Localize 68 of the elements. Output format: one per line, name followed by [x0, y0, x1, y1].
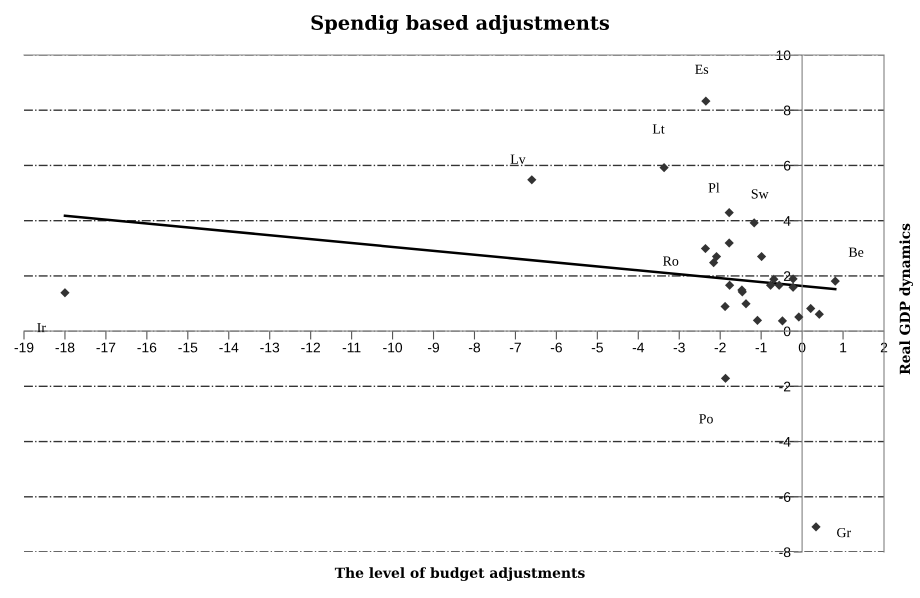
- y-tick-label: 4: [784, 216, 791, 226]
- annotation: Sw: [752, 189, 769, 199]
- point: [778, 316, 788, 326]
- x-tick-label: -1: [756, 342, 767, 352]
- x-tick-label: -13: [260, 342, 280, 352]
- point: [756, 252, 766, 262]
- x-tick-label: -5: [592, 342, 603, 352]
- chart-title: Spendig based adjustments: [311, 14, 610, 34]
- point: [830, 276, 840, 286]
- x-tick-label: -12: [301, 342, 320, 352]
- y-axis-title: Real GDP dynamics: [899, 224, 914, 374]
- x-tick-label: -11: [342, 342, 360, 352]
- point: [527, 175, 536, 184]
- annotation: Be: [848, 248, 864, 257]
- point: [60, 288, 70, 298]
- point: [750, 218, 759, 228]
- point: [720, 302, 730, 312]
- annotation: Lv: [510, 154, 526, 164]
- annotation: Lt: [652, 124, 665, 134]
- point: [701, 96, 710, 106]
- point: [788, 282, 798, 292]
- point: [766, 280, 776, 290]
- x-tick-label: -7: [510, 342, 521, 352]
- x-tick-label: 1: [840, 342, 846, 352]
- point: [814, 310, 824, 319]
- point: [700, 244, 710, 254]
- x-tick-label: -4: [632, 342, 644, 352]
- point: [752, 316, 762, 325]
- x-tick-label: 0: [798, 342, 806, 352]
- x-tick-label: -15: [178, 342, 198, 352]
- point: [811, 522, 821, 532]
- annotation: Es: [695, 64, 708, 74]
- point: [659, 163, 669, 172]
- x-tick-label: -14: [219, 342, 238, 352]
- point: [769, 274, 778, 284]
- point: [709, 258, 718, 268]
- y-tick-label: 2: [784, 271, 790, 281]
- point: [724, 208, 734, 218]
- annotation: Po: [699, 414, 713, 424]
- y-tick-label: 8: [784, 106, 790, 116]
- y-tick-label: -4: [779, 437, 791, 447]
- x-tick-label: -2: [714, 342, 726, 352]
- x-tick-label: -10: [383, 342, 402, 352]
- y-tick-label: -2: [779, 382, 790, 392]
- point: [794, 312, 804, 322]
- point: [725, 280, 734, 290]
- x-tick-label: -17: [96, 342, 116, 352]
- annotation: Gr: [837, 528, 851, 538]
- annotation: Pl: [708, 182, 720, 192]
- point: [806, 304, 816, 314]
- point: [712, 252, 722, 262]
- y-tick-label: 6: [784, 160, 790, 171]
- x-tick-label: -3: [674, 342, 685, 352]
- x-tick-label: -8: [468, 342, 480, 352]
- x-tick-label: -18: [56, 342, 74, 352]
- annotation: Ro: [663, 256, 678, 266]
- y-tick-label: -8: [779, 547, 790, 558]
- point: [724, 238, 734, 248]
- x-tick-label: -16: [137, 342, 156, 352]
- point: [741, 299, 751, 308]
- point: [774, 280, 784, 290]
- point: [720, 374, 730, 383]
- y-tick-label: -6: [779, 492, 790, 502]
- x-tick-label: -19: [14, 342, 34, 352]
- annotation: Ir: [37, 323, 46, 332]
- x-tick-label: -6: [550, 342, 562, 352]
- x-axis-title: The level of budget adjustments: [334, 567, 585, 581]
- x-tick-label: -9: [428, 342, 440, 352]
